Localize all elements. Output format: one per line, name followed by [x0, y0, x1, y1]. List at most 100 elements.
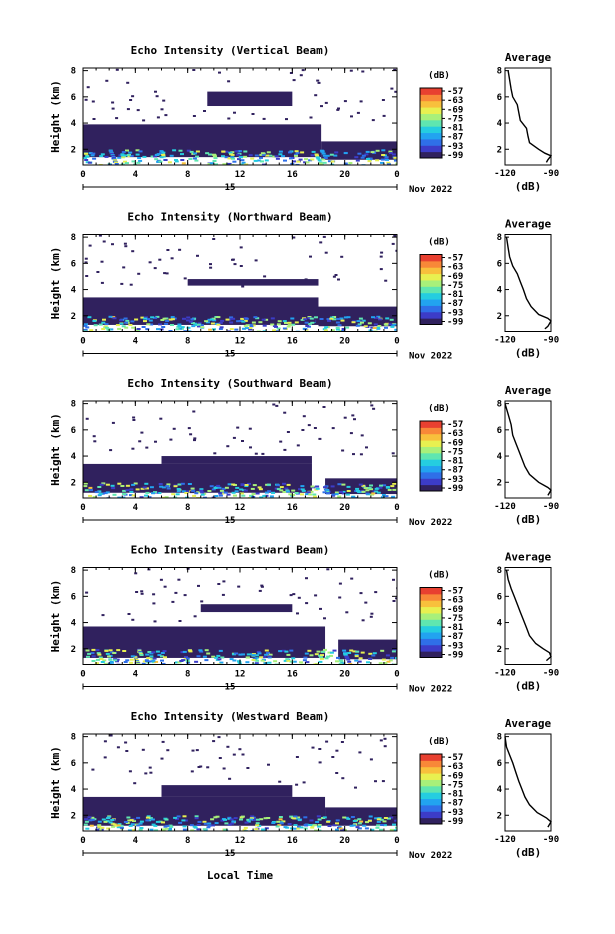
echo-cell: [388, 659, 393, 662]
echo-cell: [227, 483, 232, 486]
echo-cell: [202, 828, 207, 831]
echo-cell: [367, 322, 372, 325]
echo-cell: [224, 150, 229, 153]
echo-cell: [140, 316, 145, 319]
echo-speckle: [129, 99, 133, 101]
echo-cell: [335, 321, 340, 324]
echo-cell: [282, 320, 287, 323]
echo-cell: [199, 650, 204, 653]
echo-cell: [180, 651, 185, 654]
echo-speckle: [311, 746, 315, 749]
y-tick-label: 2: [71, 811, 76, 821]
echo-cell: [85, 161, 90, 164]
x-tick-label: 0: [80, 170, 85, 180]
echo-speckle: [199, 765, 203, 768]
echo-cell: [125, 659, 130, 662]
echo-speckle: [262, 117, 266, 120]
echo-cell: [363, 487, 368, 490]
echo-speckle: [237, 585, 241, 588]
echo-cell: [223, 818, 227, 821]
colorbar-swatch: [420, 292, 442, 300]
echo-cell: [335, 828, 339, 831]
echo-cell: [355, 650, 360, 653]
echo-cell: [245, 661, 250, 664]
echo-cell: [142, 486, 147, 489]
echo-cell: [384, 323, 389, 326]
echo-speckle: [231, 258, 234, 261]
echo-cell: [108, 163, 112, 165]
echo-speckle: [189, 433, 193, 436]
colorbar-tick-label: -81: [447, 290, 463, 300]
echo-cell: [97, 824, 102, 827]
echo-cell: [289, 649, 294, 652]
echo-cell: [292, 660, 297, 663]
echo-cell: [343, 652, 347, 655]
echo-speckle: [358, 751, 362, 754]
echo-speckle: [100, 281, 104, 284]
echo-speckle: [84, 98, 88, 101]
echo-cell: [269, 495, 274, 498]
echo-speckle: [153, 267, 157, 270]
echo-speckle: [379, 255, 383, 258]
echo-cell: [376, 820, 381, 823]
echo-cell: [281, 649, 286, 652]
echo-cell: [112, 157, 117, 160]
echo-cell: [227, 823, 232, 826]
avg-x-tick-label: -90: [543, 835, 559, 845]
echo-cell: [135, 488, 140, 491]
x-tick-label: 0: [80, 670, 85, 680]
echo-cell: [160, 652, 165, 654]
y-tick-label: 8: [71, 233, 76, 243]
echo-cell: [226, 493, 231, 496]
colorbar-swatch: [420, 760, 442, 768]
echo-cell: [194, 817, 199, 820]
echo-cell: [145, 653, 150, 656]
echo-cell: [219, 661, 224, 664]
echo-layer: [83, 124, 322, 158]
echo-cell: [196, 824, 201, 826]
echo-cell: [181, 162, 186, 165]
echo-cell: [380, 161, 384, 164]
echo-speckle: [166, 249, 170, 251]
echo-cell: [216, 323, 221, 326]
echo-cell: [391, 495, 396, 498]
echo-speckle: [135, 591, 139, 593]
echo-cell: [94, 491, 99, 494]
echo-speckle: [88, 244, 92, 247]
echo-cell: [138, 651, 143, 654]
colorbar-tick-label: -87: [447, 466, 463, 476]
avg-y-tick-label: 2: [497, 478, 502, 488]
avg-title: Average: [505, 218, 552, 231]
echo-cell: [185, 496, 189, 498]
echo-cell: [156, 160, 161, 163]
avg-x-tick-label: -120: [494, 169, 516, 179]
avg-title: Average: [505, 551, 552, 564]
echo-cell: [327, 825, 332, 827]
echo-cell: [362, 824, 367, 827]
avg-y-tick-label: 2: [497, 645, 502, 655]
echo-cell: [322, 328, 327, 331]
avg-x-label: (dB): [515, 846, 542, 859]
echo-cell: [180, 326, 185, 329]
echo-cell: [305, 325, 310, 327]
x-tick-label: 12: [235, 670, 246, 680]
echo-cell: [244, 163, 249, 165]
echo-cell: [151, 659, 156, 662]
echo-cell: [315, 156, 320, 159]
echo-cell: [207, 490, 212, 492]
echo-cell: [151, 651, 156, 654]
echo-cell: [154, 158, 159, 161]
echo-cell: [151, 661, 156, 664]
echo-cell: [119, 319, 124, 322]
echo-cell: [322, 161, 327, 164]
echo-cell: [190, 322, 195, 324]
echo-cell: [99, 483, 104, 486]
echo-cell: [167, 829, 172, 831]
echo-cell: [309, 819, 314, 822]
echo-cell: [382, 484, 387, 487]
echo-speckle: [154, 440, 157, 443]
avg-frame: [504, 733, 552, 832]
echo-cell: [83, 328, 88, 331]
colorbar-swatch: [420, 151, 442, 159]
echo-cell: [313, 663, 318, 665]
